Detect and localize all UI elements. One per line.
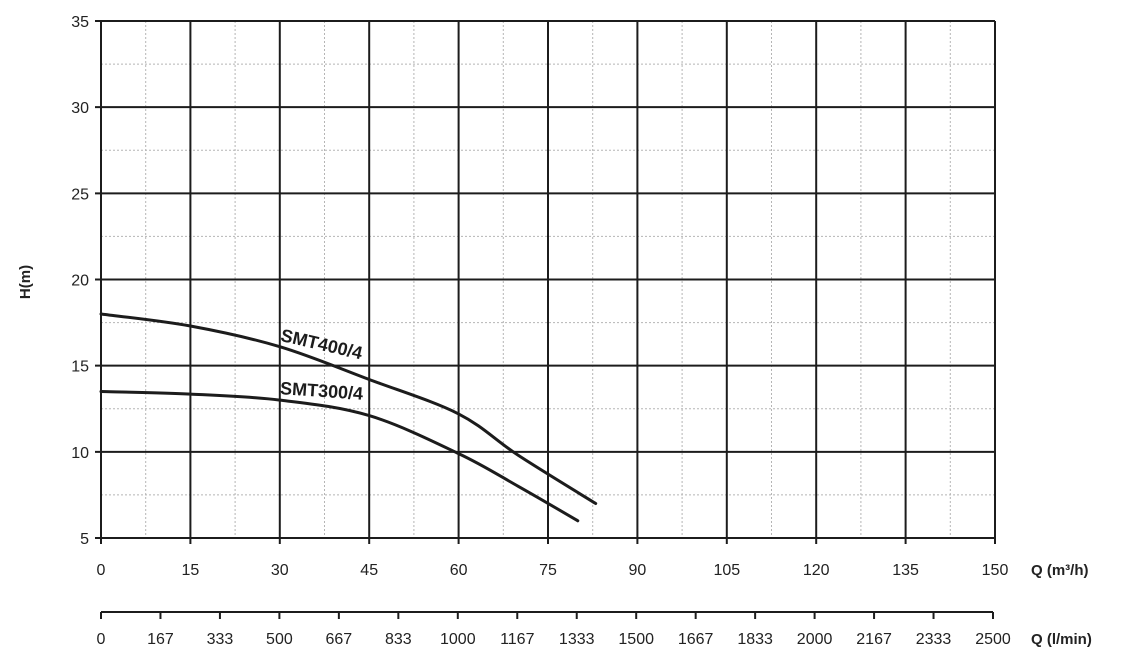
x2-tick-label: 833 [385, 631, 412, 648]
minor-grid [101, 21, 995, 538]
curve-label-smt400-4: SMT400/4 [279, 325, 364, 363]
curve-label-smt300-4: SMT300/4 [280, 378, 364, 404]
x2-tick-label: 1167 [500, 631, 535, 648]
y-axis-ticks: 5 10 15 20 25 30 35 [71, 14, 89, 548]
y-tick-label: 25 [71, 186, 89, 203]
y-tick-label: 20 [71, 273, 89, 290]
x2-tick-label: 1500 [618, 631, 654, 648]
curve-labels: SMT400/4 SMT300/4 [279, 325, 364, 404]
y-tick-label: 15 [71, 359, 89, 376]
x2-tick-label: 2000 [797, 631, 833, 648]
curves [99, 312, 598, 523]
x-tick-label: 150 [982, 562, 1009, 579]
x-tick-label: 105 [713, 562, 740, 579]
x2-tick-label: 0 [97, 631, 106, 648]
x-axis-title-m3h: Q (m³/h) [1031, 562, 1089, 579]
x-axis-ticks-m3h: 0 15 30 45 60 75 90 105 120 135 150 [97, 562, 1009, 579]
x2-tick-label: 1000 [440, 631, 476, 648]
x-axis-lmin: 0 167 333 500 667 833 1000 1167 1333 1500 1667 1833… [97, 611, 1011, 648]
x2-tick-label: 2333 [916, 631, 952, 648]
y-tick-label: 5 [80, 531, 89, 548]
x2-tick-label: 667 [326, 631, 353, 648]
major-grid [95, 20, 996, 544]
x2-tick-label: 1667 [678, 631, 714, 648]
x-tick-label: 60 [450, 562, 468, 579]
curve-smt300-4 [99, 390, 580, 523]
x-tick-label: 0 [97, 562, 106, 579]
x-tick-label: 30 [271, 562, 289, 579]
x2-tick-label: 333 [207, 631, 234, 648]
x-tick-label: 135 [892, 562, 919, 579]
y-tick-label: 35 [71, 14, 89, 31]
x2-tick-label: 1833 [737, 631, 773, 648]
x2-tick-label: 1333 [559, 631, 595, 648]
x-tick-label: 120 [803, 562, 830, 579]
y-tick-label: 10 [71, 445, 89, 462]
x-tick-label: 90 [629, 562, 647, 579]
x2-tick-label: 167 [147, 631, 174, 648]
x-tick-label: 75 [539, 562, 557, 579]
x2-tick-label: 2500 [975, 631, 1011, 648]
curve-smt400-4 [99, 312, 598, 505]
x2-tick-label: 500 [266, 631, 293, 648]
x2-tick-label: 2167 [856, 631, 892, 648]
x-axis-title-lmin: Q (l/min) [1031, 631, 1092, 648]
x-tick-label: 15 [182, 562, 200, 579]
x-tick-label: 45 [360, 562, 378, 579]
y-axis-title: H(m) [17, 265, 34, 299]
y-tick-label: 30 [71, 100, 89, 117]
